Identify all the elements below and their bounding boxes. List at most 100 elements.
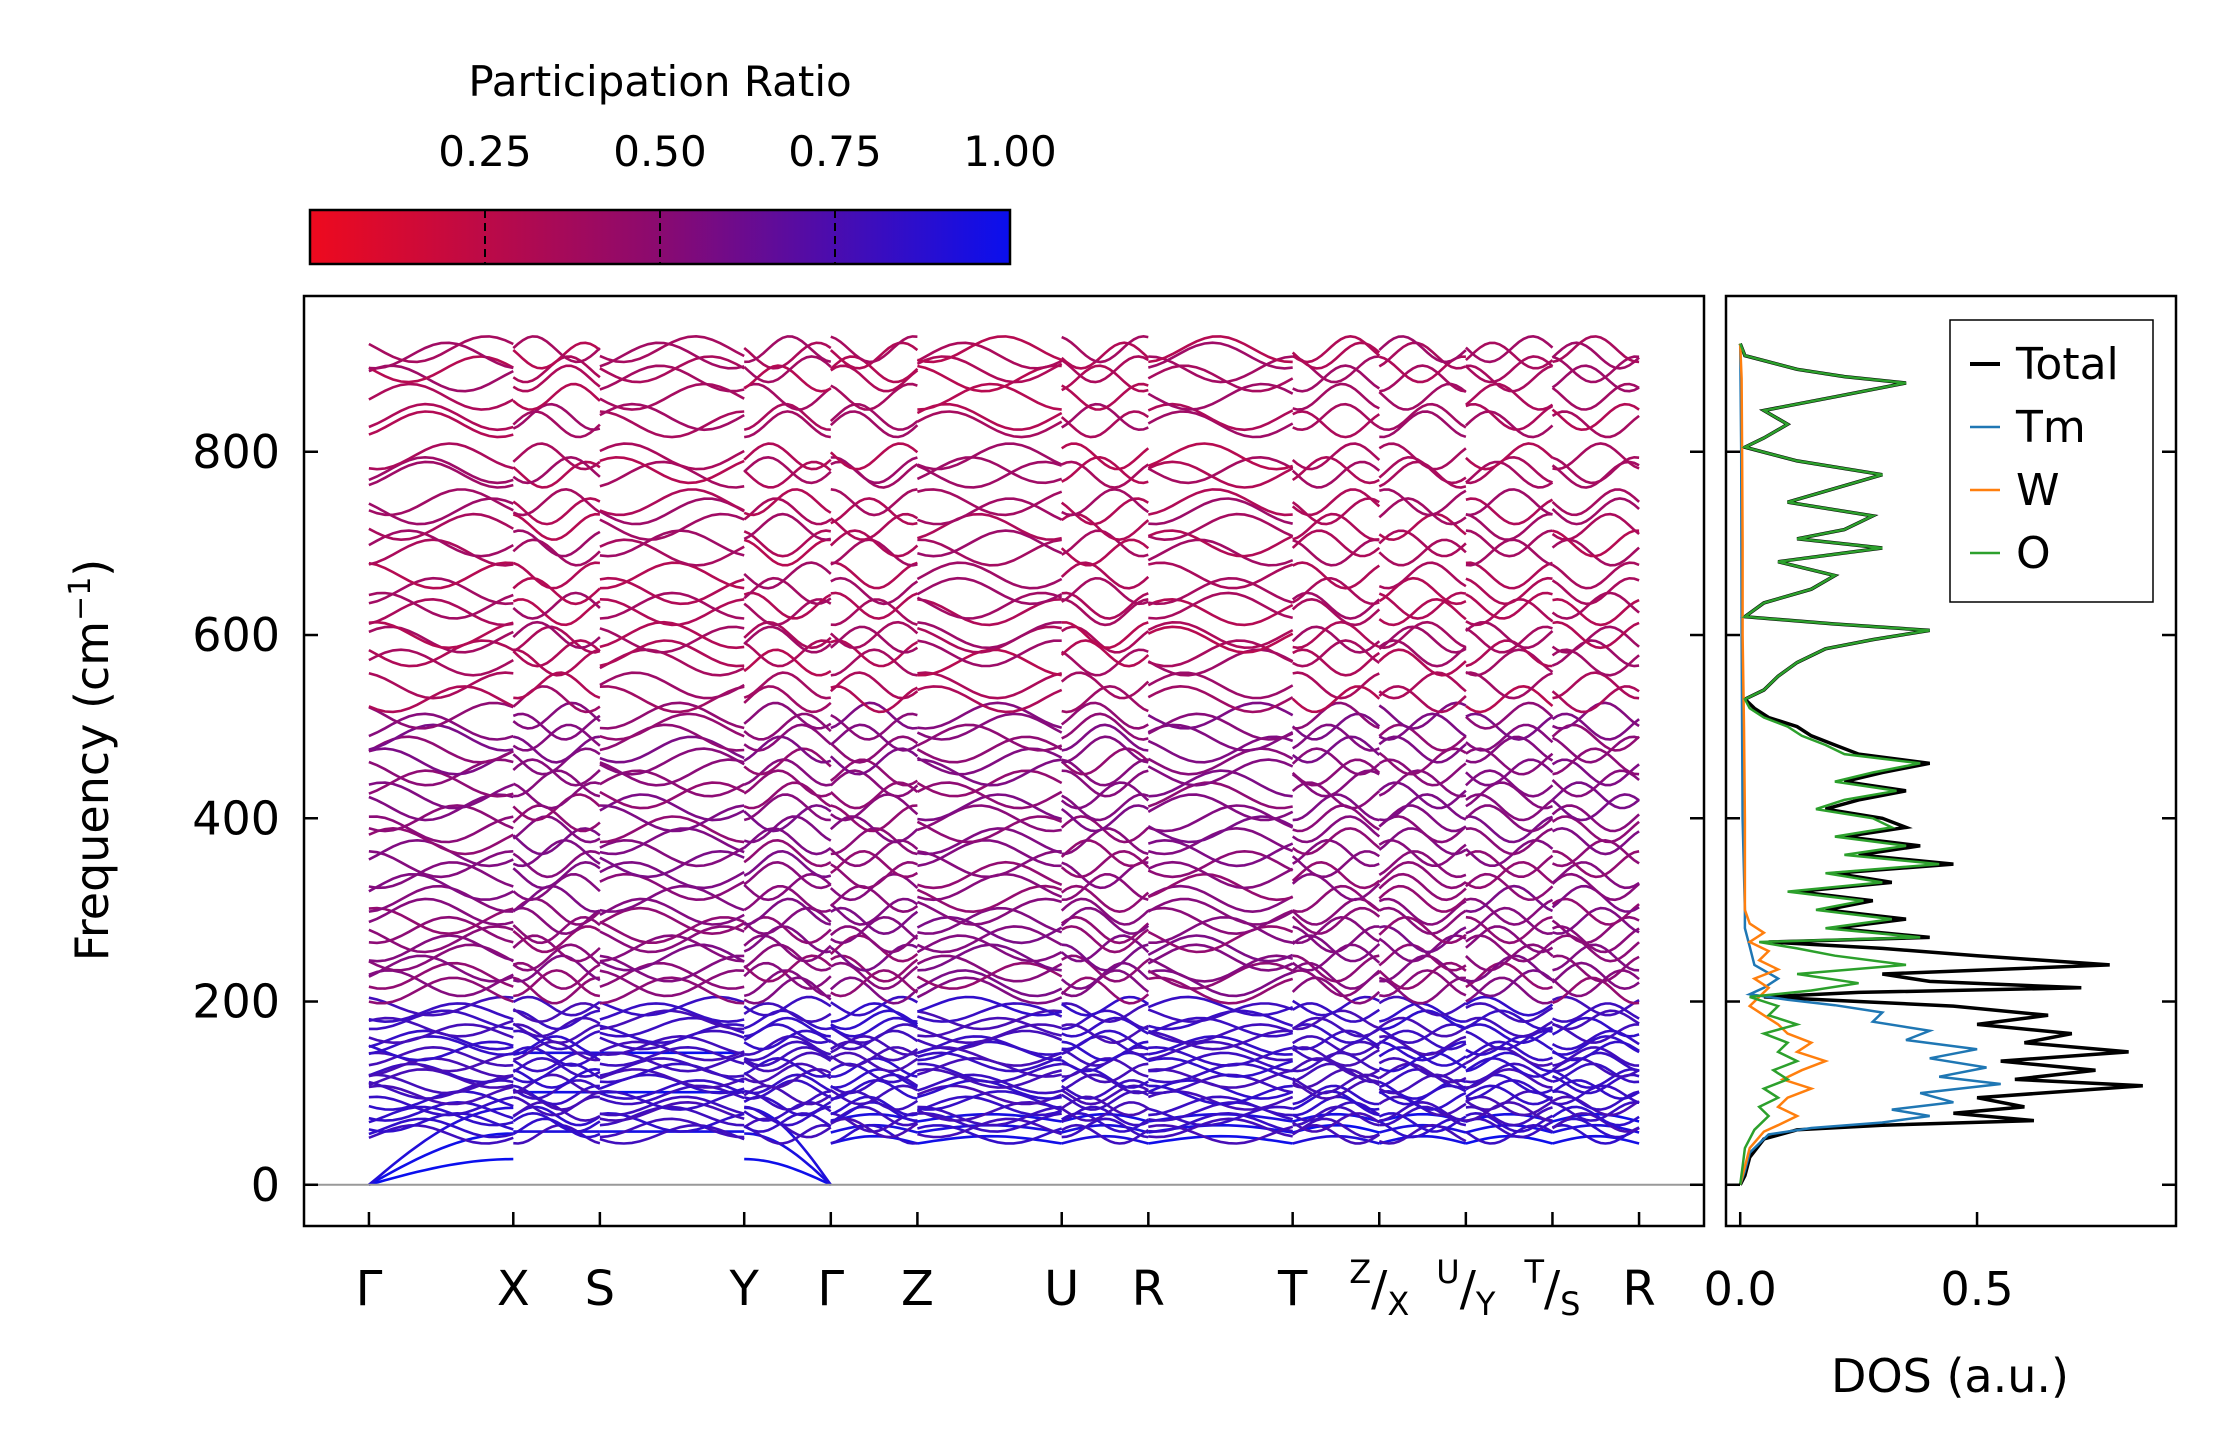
band-line bbox=[1552, 850, 1640, 879]
band-line bbox=[1552, 1123, 1640, 1134]
band-line bbox=[1061, 925, 1150, 954]
band-line bbox=[512, 455, 601, 485]
band-line bbox=[1291, 334, 1381, 364]
band-line bbox=[512, 639, 601, 668]
band-line bbox=[513, 671, 601, 700]
band-line bbox=[1378, 538, 1467, 567]
band-line bbox=[512, 925, 601, 954]
band-line bbox=[512, 1046, 601, 1067]
band-line bbox=[512, 1051, 601, 1073]
band-line bbox=[1551, 793, 1640, 822]
band-line bbox=[1060, 410, 1150, 439]
band-line bbox=[744, 1157, 832, 1186]
band-line bbox=[512, 701, 601, 730]
band-line bbox=[599, 701, 745, 730]
band-line bbox=[512, 804, 601, 833]
band-line bbox=[743, 1062, 832, 1084]
band-line bbox=[368, 460, 514, 489]
band-line bbox=[916, 897, 1063, 926]
band-line bbox=[1551, 1112, 1640, 1133]
band-line bbox=[1148, 488, 1293, 517]
band-line bbox=[1291, 1016, 1380, 1038]
band-line bbox=[1465, 747, 1554, 776]
band-line bbox=[1465, 1029, 1553, 1051]
band-line bbox=[743, 1084, 832, 1106]
band-line bbox=[368, 538, 514, 567]
band-line bbox=[830, 1057, 918, 1078]
band-line bbox=[1379, 410, 1467, 439]
band-line bbox=[829, 723, 919, 752]
band-line bbox=[1378, 1134, 1467, 1145]
band-line bbox=[512, 512, 600, 541]
band-line bbox=[1292, 410, 1381, 439]
band-line bbox=[743, 804, 832, 833]
band-line bbox=[1060, 538, 1150, 567]
band-line bbox=[1465, 455, 1553, 485]
band-line bbox=[512, 561, 600, 590]
band-line bbox=[830, 995, 919, 1017]
band-line bbox=[1148, 335, 1293, 364]
band-line bbox=[599, 410, 745, 439]
band-line bbox=[1465, 1023, 1554, 1045]
colorbar-title: Participation Ratio bbox=[468, 57, 851, 106]
band-line bbox=[743, 1073, 832, 1095]
band-line bbox=[599, 747, 745, 776]
band-line bbox=[1292, 954, 1380, 983]
band-line bbox=[513, 1089, 601, 1111]
band-line bbox=[599, 961, 745, 990]
band-line bbox=[1292, 382, 1380, 411]
band-line bbox=[916, 915, 1063, 945]
band-line bbox=[830, 1016, 919, 1038]
band-line bbox=[743, 648, 832, 677]
band-line bbox=[743, 701, 832, 730]
band-line bbox=[1147, 934, 1294, 963]
band-line bbox=[1378, 335, 1467, 364]
band-line bbox=[1378, 961, 1467, 990]
band-line bbox=[1378, 597, 1467, 627]
band-line bbox=[1061, 1123, 1149, 1145]
band-line bbox=[512, 576, 601, 606]
band-line bbox=[1379, 969, 1467, 998]
band-line bbox=[1551, 934, 1640, 963]
band-line bbox=[1465, 1040, 1553, 1062]
band-line bbox=[1378, 735, 1467, 764]
band-line bbox=[512, 335, 601, 364]
band-line bbox=[1061, 769, 1149, 798]
band-line bbox=[1291, 747, 1381, 776]
band-line bbox=[1061, 969, 1150, 998]
band-line bbox=[917, 793, 1063, 822]
high-symmetry-label: Z bbox=[901, 1261, 934, 1317]
band-line bbox=[368, 488, 514, 517]
band-line bbox=[368, 838, 514, 868]
band-line bbox=[1551, 382, 1640, 411]
band-line bbox=[743, 827, 832, 856]
band-line bbox=[743, 1002, 832, 1024]
band-line bbox=[1292, 561, 1381, 590]
band-line bbox=[599, 1089, 745, 1111]
band-line bbox=[599, 976, 745, 1005]
band-line bbox=[743, 538, 831, 567]
band-line bbox=[830, 364, 919, 393]
legend-box bbox=[1949, 319, 2154, 603]
band-line bbox=[368, 954, 514, 983]
band-line bbox=[830, 712, 918, 741]
band-line bbox=[1465, 961, 1553, 990]
band-line bbox=[1552, 747, 1640, 776]
band-line bbox=[1292, 701, 1380, 730]
band-line bbox=[1551, 341, 1640, 370]
band-line bbox=[368, 1035, 514, 1056]
high-symmetry-label: Γ bbox=[817, 1261, 844, 1317]
band-line bbox=[1465, 512, 1553, 541]
high-symmetry-label: R bbox=[1622, 1261, 1655, 1317]
band-line bbox=[917, 648, 1062, 677]
band-line bbox=[512, 961, 601, 990]
band-lines bbox=[368, 334, 1640, 1187]
band-line bbox=[1551, 735, 1640, 764]
y-tick-label: 400 bbox=[192, 791, 280, 845]
band-line bbox=[917, 701, 1063, 730]
band-line bbox=[599, 685, 745, 714]
y-tick-label: 600 bbox=[192, 608, 280, 662]
band-line bbox=[1061, 382, 1149, 411]
band-line bbox=[830, 1009, 919, 1031]
band-line bbox=[1551, 758, 1640, 787]
